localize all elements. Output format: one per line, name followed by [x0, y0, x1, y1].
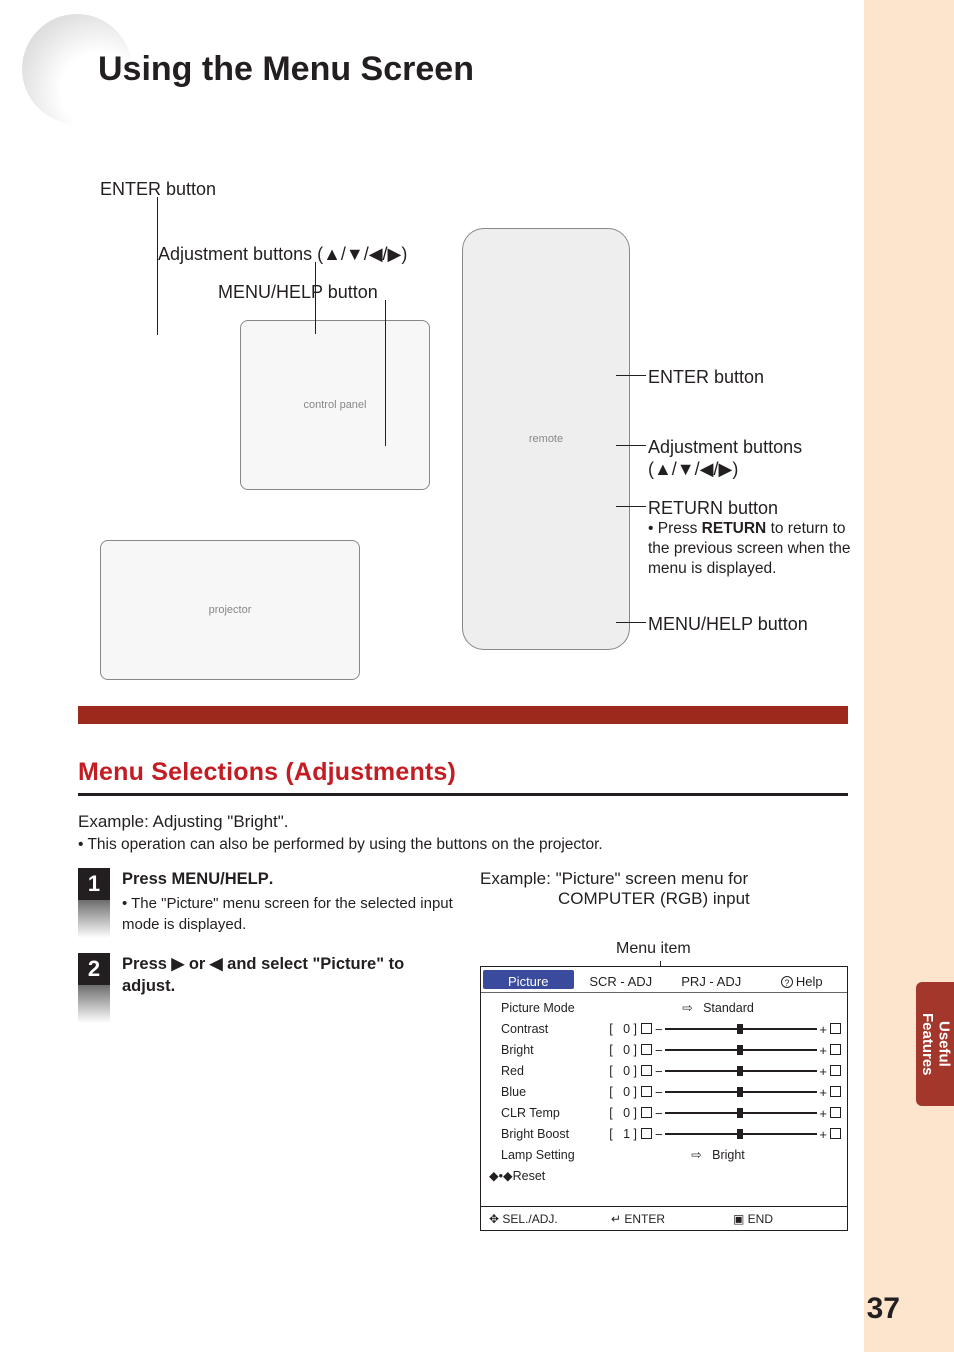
osd-menu: Picture SCR - ADJ PRJ - ADJ ?Help Pictur… — [480, 966, 848, 1231]
control-panel-diagram: control panel — [240, 320, 430, 490]
osd-row: Blue[ 0 ]−+ — [489, 1081, 839, 1102]
red-divider — [78, 706, 848, 724]
label-adj-right-1: Adjustment buttons — [648, 436, 802, 459]
leader-line — [616, 506, 646, 507]
tab-help[interactable]: ?Help — [757, 970, 848, 989]
leader-line — [315, 262, 316, 334]
label-menu-right: MENU/HELP button — [648, 613, 808, 636]
step-1: 1 Press MENU/HELP. • The "Picture" menu … — [78, 868, 456, 935]
label-adj-right-2: (▲/▼/◀/▶) — [648, 458, 738, 481]
label-return-sub: • Press RETURN to return to the previous… — [648, 519, 868, 579]
remote-diagram: remote — [462, 228, 630, 650]
menu-item-label: Menu item — [616, 940, 691, 958]
tab-scr-adj[interactable]: SCR - ADJ — [576, 970, 667, 989]
osd-row: CLR Temp[ 0 ]−+ — [489, 1102, 839, 1123]
step-number: 2 — [78, 953, 110, 985]
leader-line — [616, 445, 646, 446]
osd-tabs: Picture SCR - ADJ PRJ - ADJ ?Help — [481, 967, 847, 993]
subtitle-rule — [78, 793, 848, 796]
step-1-sub: • The "Picture" menu screen for the sele… — [122, 894, 456, 935]
osd-row: Bright[ 0 ]−+ — [489, 1039, 839, 1060]
step-tail — [78, 900, 110, 938]
osd-footer: ✥ SEL./ADJ. ↵ ENTER ▣ END — [481, 1206, 847, 1230]
label-adj-left: Adjustment buttons (▲/▼/◀/▶) — [158, 243, 407, 266]
label-menu-left: MENU/HELP button — [218, 281, 378, 304]
page-number: 37 — [867, 1292, 900, 1326]
example-bullet: • This operation can also be performed b… — [78, 836, 603, 854]
example-line: Example: Adjusting "Bright". — [78, 812, 289, 832]
osd-rows: Picture Mode⇨ StandardContrast[ 0 ]−+Bri… — [481, 993, 847, 1230]
label-enter-left: ENTER button — [100, 178, 216, 201]
page-title: Using the Menu Screen — [98, 50, 474, 89]
side-tab-useful-features: UsefulFeatures — [916, 982, 954, 1106]
leader-line — [385, 300, 386, 446]
step-number: 1 — [78, 868, 110, 900]
step-2-head: Press ▶ or ◀ and select "Picture" to adj… — [122, 953, 456, 998]
projector-diagram: projector — [100, 540, 360, 680]
label-enter-right: ENTER button — [648, 366, 764, 389]
leader-line — [616, 375, 646, 376]
footer-end: ▣ END — [725, 1212, 847, 1226]
footer-enter: ↵ ENTER — [603, 1212, 725, 1226]
step-2: 2 Press ▶ or ◀ and select "Picture" to a… — [78, 953, 456, 998]
section-subtitle: Menu Selections (Adjustments) — [78, 758, 456, 787]
right-example: Example: "Picture" screen menu for COMPU… — [480, 869, 750, 909]
step-1-head: Press MENU/HELP. — [122, 868, 456, 890]
osd-row: ◆•◆Reset — [489, 1165, 839, 1186]
tab-prj-adj[interactable]: PRJ - ADJ — [666, 970, 757, 989]
osd-row: Red[ 0 ]−+ — [489, 1060, 839, 1081]
osd-row: Picture Mode⇨ Standard — [489, 997, 839, 1018]
leader-line — [616, 622, 646, 623]
osd-row: Bright Boost[ 1 ]−+ — [489, 1123, 839, 1144]
label-return-right: RETURN button — [648, 497, 778, 520]
osd-row: Lamp Setting⇨ Bright — [489, 1144, 839, 1165]
side-peach-bg — [864, 0, 954, 1352]
tab-picture[interactable]: Picture — [483, 970, 574, 989]
osd-row: Contrast[ 0 ]−+ — [489, 1018, 839, 1039]
leader-line — [157, 197, 158, 335]
footer-sel: ✥ SEL./ADJ. — [481, 1212, 603, 1226]
step-tail — [78, 985, 110, 1023]
